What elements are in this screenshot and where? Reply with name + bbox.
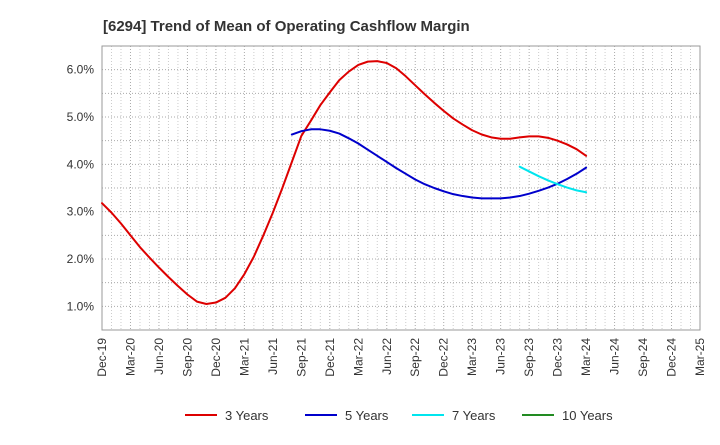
legend: 3 Years 5 Years 7 Years 10 Years <box>185 408 613 423</box>
series-line-7-years <box>518 165 588 194</box>
x-tick-label: Mar-25 <box>693 338 707 376</box>
series-layer <box>101 60 588 305</box>
chart-title: [6294] Trend of Mean of Operating Cashfl… <box>103 18 470 35</box>
plot-frame <box>101 45 701 331</box>
x-tick-label: Dec-21 <box>323 338 337 377</box>
y-tick-label: 3.0% <box>67 205 95 219</box>
x-tick-label: Mar-20 <box>123 338 137 376</box>
x-tick-label: Mar-21 <box>237 338 251 376</box>
x-axis: Dec-19 Mar-20 Jun-20 Sep-20 Dec-20 Mar-21 Jun-… <box>95 338 707 377</box>
x-tick-label: Jun-24 <box>608 338 622 375</box>
x-tick-label: Sep-23 <box>522 338 536 377</box>
x-tick-label: Sep-22 <box>408 338 422 377</box>
series-line-5-years <box>290 128 588 200</box>
x-tick-label: Dec-19 <box>95 338 109 377</box>
legend-label: 7 Years <box>452 408 496 423</box>
x-tick-label: Jun-22 <box>380 338 394 375</box>
legend-label: 5 Years <box>345 408 389 423</box>
x-tick-label: Jun-21 <box>266 338 280 375</box>
series-line-3-years <box>101 60 588 305</box>
x-tick-label: Sep-24 <box>636 338 650 377</box>
x-tick-label: Mar-22 <box>351 338 365 376</box>
x-tick-label: Jun-20 <box>152 338 166 375</box>
x-tick-label: Sep-21 <box>294 338 308 377</box>
x-tick-label: Jun-23 <box>494 338 508 375</box>
y-tick-label: 4.0% <box>67 157 95 171</box>
x-tick-label: Dec-22 <box>437 338 451 377</box>
x-tick-label: Sep-20 <box>180 338 194 377</box>
legend-label: 10 Years <box>562 408 613 423</box>
x-tick-label: Mar-24 <box>579 338 593 376</box>
grid-layer <box>101 45 701 331</box>
y-tick-label: 6.0% <box>67 63 95 77</box>
x-tick-label: Dec-23 <box>551 338 565 377</box>
x-tick-label: Dec-20 <box>209 338 223 377</box>
y-tick-label: 2.0% <box>67 252 95 266</box>
y-axis: 1.0% 2.0% 3.0% 4.0% 5.0% 6.0% <box>67 63 95 314</box>
legend-label: 3 Years <box>225 408 269 423</box>
y-tick-label: 1.0% <box>67 299 95 313</box>
y-tick-label: 5.0% <box>67 110 95 124</box>
x-tick-label: Dec-24 <box>665 338 679 377</box>
x-tick-label: Mar-23 <box>465 338 479 376</box>
